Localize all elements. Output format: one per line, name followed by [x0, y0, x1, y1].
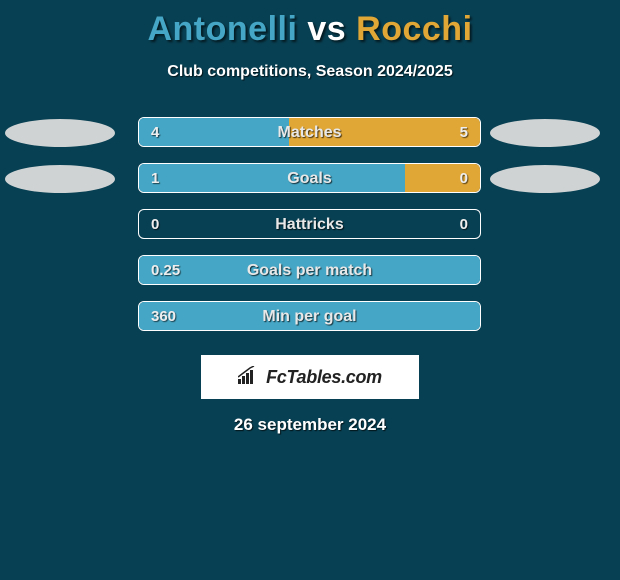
stat-row: 45Matches	[0, 117, 620, 163]
date: 26 september 2024	[0, 415, 620, 435]
title-player2: Rocchi	[356, 10, 472, 48]
player1-photo-placeholder	[5, 119, 115, 147]
stats-card: Antonelli vs Rocchi Club competitions, S…	[0, 0, 620, 580]
stat-row: 0.25Goals per match	[0, 255, 620, 301]
title-player1: Antonelli	[147, 10, 297, 48]
stat-row: 00Hattricks	[0, 209, 620, 255]
title: Antonelli vs Rocchi	[0, 0, 620, 49]
bar-track: 10Goals	[138, 163, 481, 193]
stat-label: Min per goal	[139, 302, 480, 331]
stat-row: 10Goals	[0, 163, 620, 209]
player2-photo-placeholder	[490, 119, 600, 147]
brand-text: FcTables.com	[266, 367, 382, 388]
stat-label: Goals per match	[139, 256, 480, 285]
stat-label: Hattricks	[139, 210, 480, 239]
title-vs: vs	[307, 10, 346, 48]
bar-track: 0.25Goals per match	[138, 255, 481, 285]
bar-chart-icon	[238, 366, 260, 389]
player2-photo-placeholder	[490, 165, 600, 193]
player1-photo-placeholder	[5, 165, 115, 193]
subtitle: Club competitions, Season 2024/2025	[0, 63, 620, 81]
brand-box[interactable]: FcTables.com	[201, 355, 419, 399]
stat-row: 360Min per goal	[0, 301, 620, 347]
stats-bars: 45Matches 10Goals 00Hattricks 0.25Goals per…	[0, 117, 620, 347]
stat-label: Matches	[139, 118, 480, 147]
stat-label: Goals	[139, 164, 480, 193]
bar-track: 00Hattricks	[138, 209, 481, 239]
bar-track: 360Min per goal	[138, 301, 481, 331]
bar-track: 45Matches	[138, 117, 481, 147]
